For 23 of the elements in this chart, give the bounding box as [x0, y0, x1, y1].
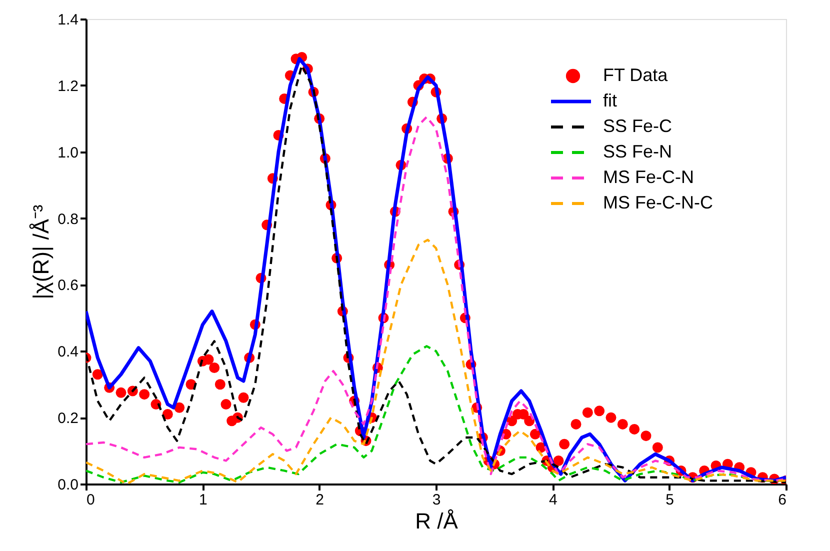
y-tick-label: 0.2	[58, 410, 78, 428]
legend-label: MS Fe-C-N	[603, 167, 694, 187]
x-tick-label: 5	[666, 492, 674, 508]
y-tick-label: 0.4	[58, 344, 78, 361]
x-tick-label: 0	[86, 492, 95, 508]
x-tick-label: 3	[432, 492, 441, 508]
legend-label: SS Fe-C	[603, 116, 672, 136]
x-tick-label: 6	[778, 492, 786, 508]
legend-label: fit	[603, 90, 618, 110]
y-tick-label: 0.0	[58, 476, 78, 494]
legend-label: FT Data	[603, 65, 669, 85]
y-tick-label: 1.4	[58, 12, 78, 28]
y-tick-label: 0.8	[58, 210, 78, 228]
x-tick-label: 1	[198, 492, 208, 508]
legend-label: MS Fe-C-N-C	[603, 192, 713, 212]
legend-label: SS Fe-N	[603, 142, 672, 162]
y-tick-label: 0.6	[58, 277, 78, 294]
x-tick-label: 2	[316, 492, 324, 508]
y-tick-label: 1.2	[58, 78, 78, 95]
x-tick-label: 4	[548, 492, 558, 508]
y-tick-label: 1.0	[58, 144, 78, 162]
y-axis-title: |χ(R)| /Å⁻³	[28, 204, 54, 300]
x-axis-title: R /Å	[415, 508, 458, 534]
